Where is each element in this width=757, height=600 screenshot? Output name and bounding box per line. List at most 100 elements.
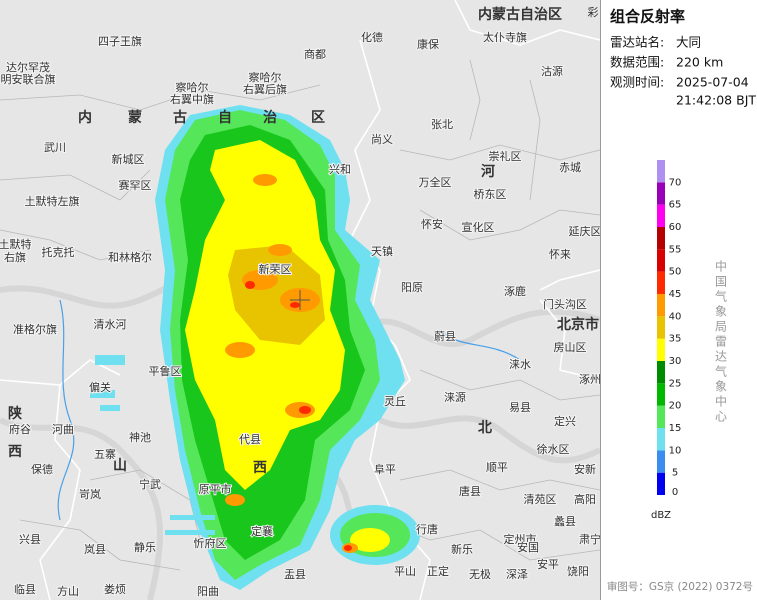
legend-swatch [657,294,665,317]
place-label: 徐水区 [537,442,570,456]
echo-streaks [90,355,215,535]
place-label: 安国 [517,540,539,554]
place-label: 临县 [14,582,36,596]
legend-swatch [657,271,665,294]
place-label: 房山区 [554,341,587,354]
radar-echo [90,105,420,590]
row-value: 大同 [676,35,701,50]
legend-swatch [657,472,665,495]
place-label: 岚县 [84,543,106,556]
place-label: 右翼后旗 [243,82,287,96]
place-label: 北京市 [557,316,599,333]
place-label: 土默特左旗 [25,194,80,208]
legend-label: 20 [669,401,682,412]
legend-label: 5 [672,468,678,479]
place-label: 兴和 [329,163,351,176]
place-label: 阜平 [374,463,396,476]
legend-swatch [657,316,665,339]
place-label: 盂县 [284,568,306,581]
rivers [57,299,521,521]
place-label: 崇礼区 [489,149,522,163]
place-label: 平山 [394,565,416,578]
place-label: 怀来 [549,248,571,261]
legend-label: 50 [669,267,682,278]
place-label: 涿州 [579,373,601,386]
place-label: 和林格尔 [108,250,152,264]
place-label: 蔚县 [434,330,456,343]
place-label: 古 [173,109,187,126]
place-label: 神池 [129,430,151,444]
legend: 0 5 10 15 20 25 30 35 40 45 50 55 60 65 70 dBZ [651,160,681,521]
legend-label: 45 [669,289,682,300]
place-label: 内 [78,109,92,126]
legend-label: 0 [672,487,678,498]
place-label: 商都 [304,47,326,61]
place-label: 北 [478,420,492,436]
place-label: 宁武 [139,477,161,491]
place-label: 忻府区 [194,536,227,550]
place-label: 自 [218,109,232,126]
place-label: 治 [263,109,277,126]
legend-label: 30 [669,356,682,367]
place-label: 岢岚 [79,488,101,501]
place-label: 偏关 [89,380,111,394]
place-label: 顺平 [486,461,508,474]
legend-label: 35 [669,334,682,345]
place-label: 西 [8,444,22,460]
map: 内蒙古自治区四子王旗商都化德康保太仆寺旗达尔罕茂明安联合旗察哈尔右翼中旗察哈尔右… [0,0,601,600]
place-label: 准格尔旗 [13,322,57,336]
place-label: 肃宁 [579,532,601,546]
place-label: 唐县 [459,484,481,498]
legend-swatch [657,450,665,473]
legend-label: 65 [669,200,682,211]
place-label: 平鲁区 [149,364,182,378]
place-label: 桥东区 [474,188,507,201]
place-label: 深泽 [506,568,528,581]
place-label: 尚义 [371,132,393,146]
legend-swatch [657,204,665,227]
place-label: 定襄 [251,524,273,538]
place-label: 沽源 [541,64,563,78]
place-label: 清苑区 [524,493,557,506]
place-label: 涞源 [444,390,466,404]
place-label: 安平 [537,557,559,571]
row-value: 21:42:08 BJT [676,93,756,108]
place-label: 府谷 [9,422,31,436]
place-label: 天镇 [371,244,393,258]
place-label: 灵丘 [384,395,406,408]
row-label: 雷达站名: [610,35,664,50]
place-label: 方山 [57,584,79,598]
place-label: 察哈尔 [249,70,282,84]
place-label: 蠡县 [554,514,576,528]
place-label: 化德 [361,30,383,44]
legend-swatch [657,227,665,250]
place-label: 蒙 [128,109,142,126]
place-label: 察哈尔 [176,80,209,94]
place-label: 娄烦 [104,583,126,596]
place-label: 托克托 [42,245,75,259]
place-label: 行唐 [416,522,438,536]
row-label: 观测时间: [610,75,664,90]
place-label: 河曲 [52,423,74,436]
place-label: 张北 [431,118,453,131]
legend-swatch [657,182,665,205]
place-label: 四子王旗 [98,34,142,48]
legend-swatch [657,160,665,183]
place-label: 康保 [417,37,439,51]
legend-swatch [657,249,665,272]
legend-swatch [657,361,665,384]
place-label: 新荣区 [259,262,292,276]
place-label: 万全区 [419,175,452,189]
place-label: 易县 [509,401,531,414]
legend-label: 25 [669,378,682,389]
legend-label: 10 [669,445,682,456]
place-label: 门头沟区 [543,297,587,311]
echo-35 [228,245,325,345]
place-label: 涞水 [509,358,531,371]
echo-30 [350,528,390,552]
place-label: 高阳 [574,492,596,506]
place-label: 定州市 [504,532,537,546]
row-label: 数据范围: [610,55,664,70]
row-value: 2025-07-04 [676,75,749,90]
